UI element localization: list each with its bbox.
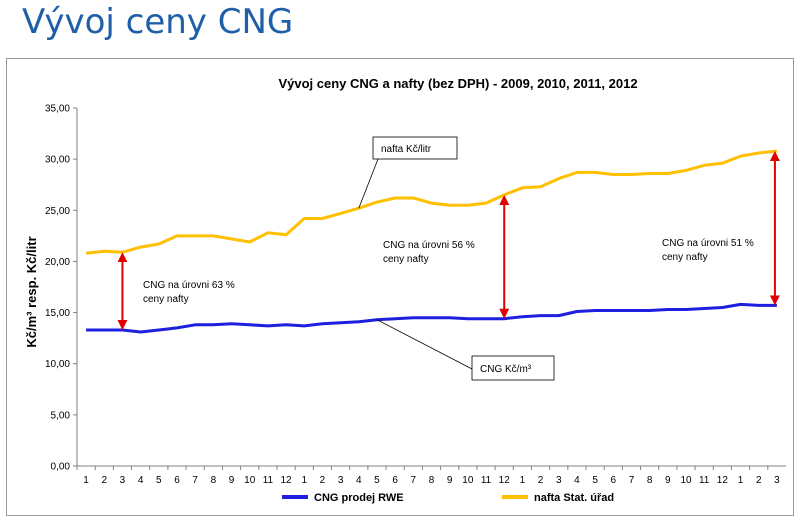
y-tick-label: 25,00 — [45, 206, 70, 217]
x-tick-label: 8 — [429, 475, 435, 486]
annotation-line: ceny nafty — [143, 294, 189, 305]
x-tick-label: 2 — [756, 475, 762, 486]
series-line-cng — [86, 302, 777, 334]
callout-box — [372, 136, 458, 160]
annotation-line: ceny nafty — [662, 252, 708, 263]
y-axis-label: Kč/m³ resp. Kč/litr — [24, 236, 39, 347]
legend-label: CNG prodej RWE — [314, 492, 404, 504]
y-tick-label: 10,00 — [45, 359, 70, 370]
x-tick-label: 9 — [665, 475, 671, 486]
x-tick-label: 2 — [101, 475, 107, 486]
y-tick-label: 0,00 — [51, 462, 71, 473]
x-tick-label: 9 — [447, 475, 453, 486]
series-line-nafta — [85, 149, 778, 255]
callout-leader — [376, 319, 475, 371]
x-tick-label: 4 — [574, 475, 580, 486]
y-tick-label: 15,00 — [45, 308, 70, 319]
x-tick-labels: 1 2 3 4 5 6 7 8 9 10 11 12 1 2 3 4 5 6 7 8 9 10 11 12 1 2 3 4 5 6 7 8 9 1… — [83, 475, 780, 486]
x-tick-label: 8 — [211, 475, 217, 486]
x-tick-label: 1 — [520, 475, 526, 486]
chart-frame — [6, 58, 794, 516]
x-tick-label: 4 — [138, 475, 144, 486]
x-tick-label: 7 — [411, 475, 417, 486]
x-tick-label: 2 — [320, 475, 326, 486]
x-tick-label: 10 — [462, 475, 474, 486]
callout-box — [471, 355, 555, 381]
x-tick-label: 1 — [301, 475, 307, 486]
difference-arrows — [117, 150, 780, 330]
x-tick-label: 5 — [374, 475, 380, 486]
x-tick-label: 3 — [774, 475, 780, 486]
annotation-text: CNG na úrovni 51 % ceny nafty — [662, 238, 754, 263]
x-tick-label: 1 — [738, 475, 744, 486]
callout-text: nafta Kč/litr — [381, 144, 432, 155]
x-tick-label: 3 — [120, 475, 126, 486]
annotation-line: CNG na úrovni 51 % — [662, 238, 754, 249]
chart-title: Vývoj ceny CNG a nafty (bez DPH) - 2009,… — [278, 76, 637, 91]
x-tick-label: 7 — [629, 475, 635, 486]
series-lines — [85, 149, 778, 334]
x-tick-label: 9 — [229, 475, 235, 486]
x-tick-label: 11 — [263, 475, 274, 486]
x-tick-label: 7 — [192, 475, 198, 486]
callout-leader — [358, 158, 379, 209]
x-tick-label: 8 — [647, 475, 653, 486]
x-tick-label: 6 — [174, 475, 180, 486]
annotation-line: CNG na úrovni 63 % — [143, 280, 235, 291]
x-tick-label: 3 — [556, 475, 562, 486]
x-tick-label: 11 — [699, 475, 710, 486]
page-title: Vývoj ceny CNG — [22, 2, 294, 42]
x-tick-label: 5 — [592, 475, 598, 486]
annotation-text: CNG na úrovni 56 % ceny nafty — [383, 240, 475, 265]
x-tick-label: 6 — [611, 475, 617, 486]
x-tick-label: 5 — [156, 475, 162, 486]
y-tick-label: 35,00 — [45, 104, 70, 115]
x-tick-label: 12 — [499, 475, 511, 486]
y-tick-labels: 0,00 5,00 10,00 15,00 20,00 25,00 30,00 35,00 — [45, 104, 70, 473]
legend: CNG prodej RWE nafta Stat. úřad — [282, 492, 614, 504]
y-axis-label-group: Kč/m³ resp. Kč/litr — [24, 236, 39, 347]
x-tick-label: 3 — [338, 475, 344, 486]
annotation-line: CNG na úrovni 56 % — [383, 240, 475, 251]
x-tick-label: 12 — [281, 475, 293, 486]
x-tick-label: 4 — [356, 475, 362, 486]
x-tick-label: 1 — [83, 475, 89, 486]
annotation-line: ceny nafty — [383, 254, 429, 265]
x-tick-label: 6 — [392, 475, 398, 486]
x-tick-label: 11 — [481, 475, 492, 486]
callouts: nafta Kč/litr CNG Kč/m³ — [358, 136, 555, 381]
y-tick-label: 30,00 — [45, 155, 70, 166]
axes — [73, 107, 786, 470]
x-tick-label: 12 — [717, 475, 729, 486]
annotation-text: CNG na úrovni 63 % ceny nafty — [143, 280, 235, 305]
y-tick-label: 5,00 — [51, 410, 71, 421]
x-tick-label: 2 — [538, 475, 544, 486]
x-tick-label: 10 — [680, 475, 692, 486]
callout-text: CNG Kč/m³ — [480, 364, 532, 375]
x-tick-label: 10 — [244, 475, 256, 486]
legend-label: nafta Stat. úřad — [534, 492, 614, 504]
y-tick-label: 20,00 — [45, 257, 70, 268]
